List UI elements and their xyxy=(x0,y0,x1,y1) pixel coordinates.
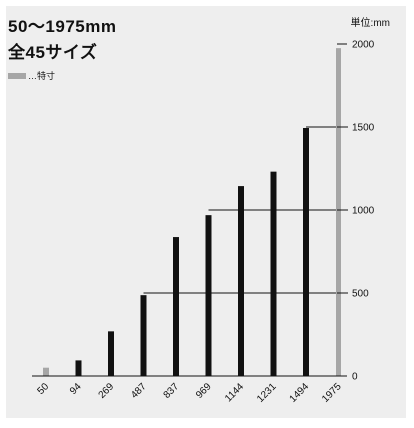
x-tick-label-94: 94 xyxy=(68,381,84,397)
bar-1144 xyxy=(238,186,244,376)
y-tick-label-1500: 1500 xyxy=(352,123,375,134)
x-tick-label-1144: 1144 xyxy=(223,381,246,404)
bar-487 xyxy=(140,295,147,376)
chart-title: 50〜1975mm xyxy=(8,17,117,36)
bar-1231 xyxy=(270,171,277,376)
legend: …特寸 xyxy=(8,69,55,82)
y-tick-label-500: 500 xyxy=(352,289,369,300)
x-tick-label-1494: 1494 xyxy=(288,381,312,405)
y-tick-label-0: 0 xyxy=(352,372,358,383)
bar-1494 xyxy=(303,127,309,376)
bar-1975 xyxy=(336,48,341,377)
x-tick-label-1231: 1231 xyxy=(255,381,279,405)
bar-969 xyxy=(205,215,212,376)
x-tick-label-269: 269 xyxy=(97,381,117,401)
bar-269 xyxy=(108,331,114,376)
unit-label: 単位:mm xyxy=(350,18,390,29)
y-tick-label-2000: 2000 xyxy=(352,40,375,51)
bar-chart: 0 500 1000 1500 2000 50 94 269 487 837 969 1144 1231… xyxy=(32,40,375,405)
bar-50 xyxy=(43,367,49,376)
legend-label: …特寸 xyxy=(28,71,56,81)
legend-swatch-special xyxy=(8,72,26,79)
y-tick-label-1000: 1000 xyxy=(352,206,375,217)
bar-837 xyxy=(173,237,179,376)
x-tick-label-969: 969 xyxy=(194,381,214,401)
chart-subtitle: 全45サイズ xyxy=(8,43,98,62)
x-tick-label-50: 50 xyxy=(35,381,51,397)
x-tick-label-487: 487 xyxy=(129,381,149,401)
bar-94 xyxy=(75,360,82,376)
x-tick-label-1975: 1975 xyxy=(320,381,344,405)
x-tick-label-837: 837 xyxy=(162,381,182,401)
chart-panel: 50〜1975mm 全45サイズ 単位:mm …特寸 0 500 1000 1500 2… xyxy=(6,6,406,418)
